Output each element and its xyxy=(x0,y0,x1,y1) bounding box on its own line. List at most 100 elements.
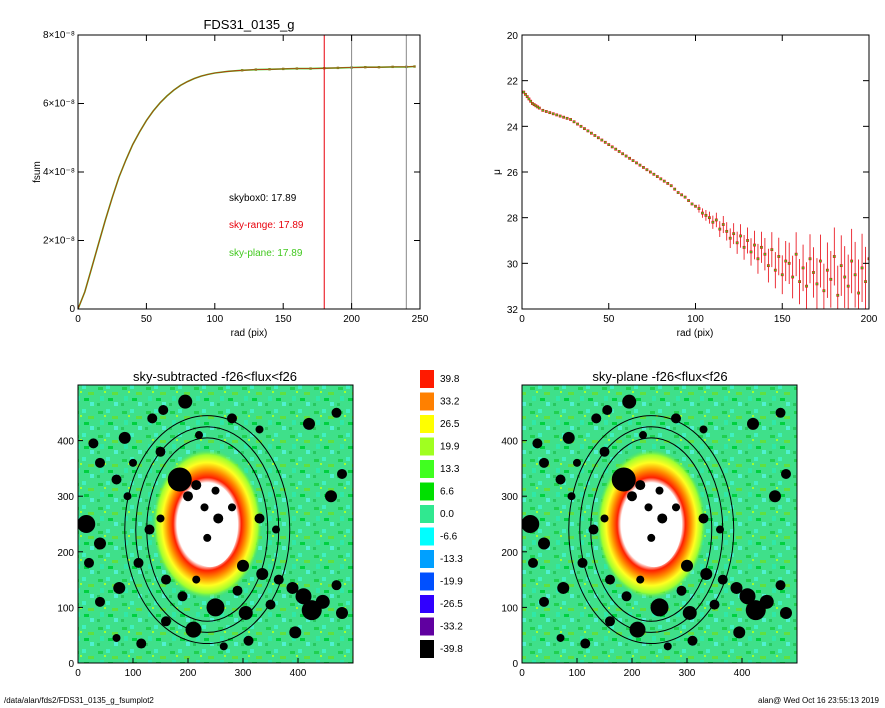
fsum-ylabel: fsum xyxy=(32,161,43,183)
sky-subtracted-masked-source xyxy=(95,596,105,607)
colorbar-swatch xyxy=(420,460,434,478)
mu-point-green xyxy=(760,246,763,249)
mu-point-green xyxy=(736,241,739,244)
fsum-point xyxy=(240,69,244,72)
colorbar-label: 19.9 xyxy=(440,442,460,453)
fsum-xtick-label: 100 xyxy=(206,314,223,325)
mu-point-green xyxy=(600,139,603,141)
sky-plane-masked-source xyxy=(687,635,698,646)
sky-plane-masked-source xyxy=(580,638,591,649)
sky-subtracted-masked-source xyxy=(203,533,212,542)
mu-point-green xyxy=(746,239,749,242)
sky-subtracted-masked-source xyxy=(133,557,144,568)
sky-subtracted-masked-source xyxy=(113,581,126,594)
sky-subtracted-masked-source xyxy=(112,633,121,642)
sky-plane-masked-source xyxy=(672,503,680,512)
sky-plane-masked-source xyxy=(538,537,550,550)
mu-point-green xyxy=(528,98,530,100)
mu-point-green xyxy=(607,143,610,146)
sky-subtracted-aperture-ellipse xyxy=(124,415,291,645)
sky-plane-masked-source xyxy=(588,524,599,535)
fsum-ytick-label: 0 xyxy=(69,304,75,315)
sky-subtracted-masked-source xyxy=(272,525,280,534)
mu-point-green xyxy=(753,244,756,246)
sky-plane-masked-source xyxy=(556,633,565,642)
sky-subtracted-masked-source xyxy=(95,457,105,468)
sky-plane-masked-source xyxy=(716,525,724,534)
mu-point-green xyxy=(618,150,621,153)
sky-subtracted-masked-source xyxy=(213,513,224,524)
mu-point-green xyxy=(545,110,548,113)
sky-subtracted-masked-source xyxy=(192,575,201,584)
mu-ytick-label: 24 xyxy=(507,122,519,133)
fsum-point xyxy=(377,65,381,69)
sky-plane-masked-source xyxy=(775,407,786,418)
mu-ytick-label: 32 xyxy=(507,305,519,316)
sky-subtracted-masked-source xyxy=(238,605,253,620)
mu-point-green xyxy=(850,260,853,262)
mu-point-green xyxy=(587,130,589,132)
sky-plane-masked-source xyxy=(781,468,791,479)
mu-point-green xyxy=(656,175,659,178)
sky-plane-masked-source xyxy=(539,596,549,607)
mu-point-green xyxy=(538,107,541,109)
sky-subtracted-masked-source xyxy=(286,581,299,594)
sky-plane-masked-source xyxy=(562,431,575,444)
mu-point-green xyxy=(816,282,818,285)
mu-point-green xyxy=(642,166,645,169)
mu-point-green xyxy=(743,246,745,249)
sky-subtracted-frame xyxy=(77,384,354,664)
colorbar-swatch xyxy=(420,640,434,658)
sky-subtracted-xtick-label: 100 xyxy=(125,668,142,679)
mu-point-green xyxy=(739,235,742,237)
mu-point-green xyxy=(632,159,634,162)
sky-plane-masked-source xyxy=(671,413,681,424)
colorbar-swatch xyxy=(420,370,434,388)
sky-plane-xtick-label: 300 xyxy=(679,668,696,679)
mu-point-green xyxy=(625,155,627,157)
colorbar-swatch xyxy=(420,617,434,636)
mu-point-green xyxy=(639,164,641,167)
colorbar-swatch xyxy=(420,482,434,501)
sky-plane-masked-source xyxy=(663,642,672,651)
mu-point-green xyxy=(715,219,718,221)
fsum-xtick-label: 250 xyxy=(412,314,429,325)
sky-subtracted-masked-source xyxy=(144,524,155,535)
sky-plane-masked-source xyxy=(602,405,613,416)
fsum-point xyxy=(282,67,285,71)
colorbar-label: 0.0 xyxy=(440,509,454,520)
colorbar-label: 39.8 xyxy=(440,374,460,385)
sky-plane-masked-source xyxy=(555,474,566,485)
sky-plane-masked-source xyxy=(676,585,687,596)
sky-subtracted-masked-source xyxy=(273,574,284,585)
mu-point-green xyxy=(795,253,798,256)
mu-point-green xyxy=(788,262,791,265)
sky-plane-masked-source xyxy=(739,588,756,605)
mu-point-green xyxy=(534,104,537,107)
mu-point-green xyxy=(798,280,801,283)
mu-point-green xyxy=(774,269,777,272)
footer-user-stamp: alan@ Wed Oct 16 23:55:13 2019 xyxy=(758,696,879,705)
colorbar-swatch xyxy=(420,595,434,613)
colorbar-label: -26.5 xyxy=(440,599,463,610)
mu-point-green xyxy=(711,221,714,224)
colorbar-label: 6.6 xyxy=(440,487,454,498)
sky-subtracted-masked-source xyxy=(295,588,312,605)
fsum-ytick-label: 8×10⁻⁸ xyxy=(43,30,75,41)
mu-point-green xyxy=(562,116,565,119)
sky-plane-ytick-label: 0 xyxy=(512,659,518,670)
colorbar-swatch xyxy=(420,415,434,433)
sky-subtracted-masked-source xyxy=(191,480,202,491)
sky-subtracted-masked-source xyxy=(211,486,220,495)
sky-subtracted-masked-source xyxy=(219,642,228,651)
sky-plane-masked-source xyxy=(639,431,647,440)
mu-point-green xyxy=(777,255,780,258)
mu-point-green xyxy=(628,157,631,160)
sky-subtracted-xtick-label: 300 xyxy=(235,668,252,679)
mu-point-green xyxy=(802,267,804,269)
sky-plane-ytick-label: 200 xyxy=(501,548,518,559)
sky-subtracted-masked-source xyxy=(325,490,337,503)
fsum-xtick-label: 150 xyxy=(275,314,292,325)
mu-point-green xyxy=(663,180,666,183)
fsum-point xyxy=(254,68,258,71)
